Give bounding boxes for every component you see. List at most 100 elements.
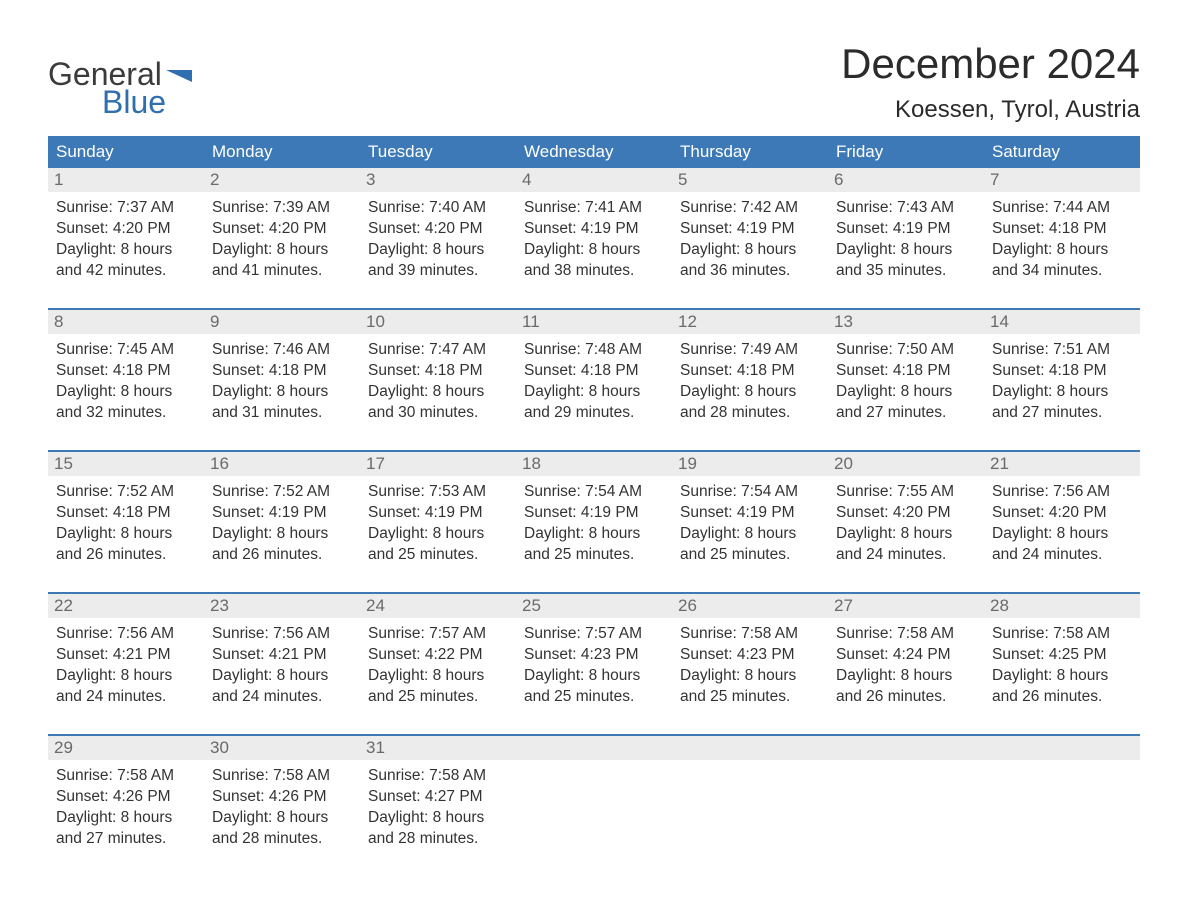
sunrise-text: Sunrise: 7:54 AM [680, 482, 820, 503]
day-cell: Sunrise: 7:57 AMSunset: 4:22 PMDaylight:… [360, 618, 516, 718]
day-number: 6 [828, 168, 984, 192]
day-number: 19 [672, 452, 828, 476]
sunset-text: Sunset: 4:24 PM [836, 645, 976, 666]
sunrise-text: Sunrise: 7:58 AM [212, 766, 352, 787]
sunset-text: Sunset: 4:19 PM [836, 219, 976, 240]
day-cell: Sunrise: 7:43 AMSunset: 4:19 PMDaylight:… [828, 192, 984, 292]
daylight-text-2: and 28 minutes. [368, 829, 508, 850]
daylight-text-2: and 24 minutes. [836, 545, 976, 566]
daylight-text-2: and 41 minutes. [212, 261, 352, 282]
daylight-text-1: Daylight: 8 hours [368, 240, 508, 261]
day-number [984, 736, 1140, 760]
weekday-label: Thursday [672, 136, 828, 168]
sunset-text: Sunset: 4:20 PM [212, 219, 352, 240]
daylight-text-1: Daylight: 8 hours [836, 240, 976, 261]
day-cell: Sunrise: 7:42 AMSunset: 4:19 PMDaylight:… [672, 192, 828, 292]
daylight-text-2: and 26 minutes. [992, 687, 1132, 708]
week-row: 293031Sunrise: 7:58 AMSunset: 4:26 PMDay… [48, 734, 1140, 860]
daylight-text-2: and 36 minutes. [680, 261, 820, 282]
day-number: 22 [48, 594, 204, 618]
sunrise-text: Sunrise: 7:44 AM [992, 198, 1132, 219]
daylight-text-1: Daylight: 8 hours [56, 382, 196, 403]
weekday-label: Wednesday [516, 136, 672, 168]
sunset-text: Sunset: 4:18 PM [680, 361, 820, 382]
daylight-text-1: Daylight: 8 hours [368, 382, 508, 403]
sunset-text: Sunset: 4:23 PM [680, 645, 820, 666]
day-cell: Sunrise: 7:58 AMSunset: 4:24 PMDaylight:… [828, 618, 984, 718]
daylight-text-2: and 25 minutes. [524, 545, 664, 566]
sunrise-text: Sunrise: 7:57 AM [524, 624, 664, 645]
daylight-text-1: Daylight: 8 hours [368, 666, 508, 687]
daylight-text-1: Daylight: 8 hours [680, 524, 820, 545]
sunset-text: Sunset: 4:26 PM [56, 787, 196, 808]
calendar: Sunday Monday Tuesday Wednesday Thursday… [48, 136, 1140, 860]
day-number: 21 [984, 452, 1140, 476]
daylight-text-1: Daylight: 8 hours [212, 666, 352, 687]
day-number: 20 [828, 452, 984, 476]
day-cell: Sunrise: 7:56 AMSunset: 4:20 PMDaylight:… [984, 476, 1140, 576]
day-number: 30 [204, 736, 360, 760]
sunset-text: Sunset: 4:19 PM [524, 219, 664, 240]
day-cell: Sunrise: 7:56 AMSunset: 4:21 PMDaylight:… [48, 618, 204, 718]
sunset-text: Sunset: 4:19 PM [680, 219, 820, 240]
daylight-text-2: and 24 minutes. [992, 545, 1132, 566]
day-number: 4 [516, 168, 672, 192]
day-cell: Sunrise: 7:58 AMSunset: 4:25 PMDaylight:… [984, 618, 1140, 718]
sunrise-text: Sunrise: 7:58 AM [56, 766, 196, 787]
sunset-text: Sunset: 4:19 PM [680, 503, 820, 524]
daylight-text-1: Daylight: 8 hours [56, 524, 196, 545]
daylight-text-1: Daylight: 8 hours [56, 808, 196, 829]
sunrise-text: Sunrise: 7:56 AM [992, 482, 1132, 503]
day-cell: Sunrise: 7:53 AMSunset: 4:19 PMDaylight:… [360, 476, 516, 576]
logo-text-blue: Blue [102, 86, 192, 118]
sunset-text: Sunset: 4:18 PM [56, 503, 196, 524]
sunrise-text: Sunrise: 7:52 AM [212, 482, 352, 503]
sunrise-text: Sunrise: 7:56 AM [56, 624, 196, 645]
logo: General Blue [48, 58, 192, 118]
sunset-text: Sunset: 4:21 PM [212, 645, 352, 666]
weekday-label: Friday [828, 136, 984, 168]
weekday-label: Sunday [48, 136, 204, 168]
sunset-text: Sunset: 4:18 PM [368, 361, 508, 382]
sunrise-text: Sunrise: 7:58 AM [368, 766, 508, 787]
sunrise-text: Sunrise: 7:45 AM [56, 340, 196, 361]
daylight-text-2: and 31 minutes. [212, 403, 352, 424]
sunrise-text: Sunrise: 7:58 AM [680, 624, 820, 645]
sunset-text: Sunset: 4:19 PM [524, 503, 664, 524]
daylight-text-2: and 25 minutes. [680, 687, 820, 708]
day-number: 5 [672, 168, 828, 192]
sunrise-text: Sunrise: 7:43 AM [836, 198, 976, 219]
day-cell: Sunrise: 7:55 AMSunset: 4:20 PMDaylight:… [828, 476, 984, 576]
daylight-text-2: and 24 minutes. [212, 687, 352, 708]
day-cell: Sunrise: 7:44 AMSunset: 4:18 PMDaylight:… [984, 192, 1140, 292]
daylight-text-2: and 25 minutes. [524, 687, 664, 708]
sunset-text: Sunset: 4:18 PM [992, 219, 1132, 240]
sunrise-text: Sunrise: 7:39 AM [212, 198, 352, 219]
daylight-text-1: Daylight: 8 hours [524, 382, 664, 403]
sunrise-text: Sunrise: 7:55 AM [836, 482, 976, 503]
day-cell [672, 760, 828, 860]
day-cell: Sunrise: 7:49 AMSunset: 4:18 PMDaylight:… [672, 334, 828, 434]
daynum-row: 15161718192021 [48, 452, 1140, 476]
daylight-text-1: Daylight: 8 hours [56, 666, 196, 687]
daynum-row: 293031 [48, 736, 1140, 760]
sunrise-text: Sunrise: 7:47 AM [368, 340, 508, 361]
day-number: 16 [204, 452, 360, 476]
daylight-text-1: Daylight: 8 hours [524, 524, 664, 545]
sunset-text: Sunset: 4:18 PM [212, 361, 352, 382]
sunrise-text: Sunrise: 7:40 AM [368, 198, 508, 219]
day-number: 25 [516, 594, 672, 618]
daylight-text-1: Daylight: 8 hours [992, 666, 1132, 687]
day-cell: Sunrise: 7:52 AMSunset: 4:19 PMDaylight:… [204, 476, 360, 576]
daylight-text-2: and 25 minutes. [680, 545, 820, 566]
day-cell: Sunrise: 7:40 AMSunset: 4:20 PMDaylight:… [360, 192, 516, 292]
daylight-text-2: and 30 minutes. [368, 403, 508, 424]
day-number: 2 [204, 168, 360, 192]
weekday-label: Monday [204, 136, 360, 168]
day-cell: Sunrise: 7:45 AMSunset: 4:18 PMDaylight:… [48, 334, 204, 434]
sunset-text: Sunset: 4:18 PM [836, 361, 976, 382]
sunset-text: Sunset: 4:18 PM [992, 361, 1132, 382]
sunrise-text: Sunrise: 7:50 AM [836, 340, 976, 361]
sunset-text: Sunset: 4:27 PM [368, 787, 508, 808]
sunset-text: Sunset: 4:18 PM [56, 361, 196, 382]
